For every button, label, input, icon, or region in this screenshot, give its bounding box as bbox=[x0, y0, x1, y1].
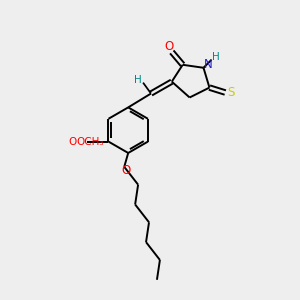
Text: O: O bbox=[122, 164, 131, 177]
Text: OCH₃: OCH₃ bbox=[77, 136, 104, 147]
Text: H: H bbox=[134, 75, 142, 85]
Text: S: S bbox=[228, 86, 235, 99]
Text: O: O bbox=[68, 136, 77, 147]
Text: O: O bbox=[164, 40, 173, 53]
Text: N: N bbox=[204, 58, 213, 71]
Text: H: H bbox=[212, 52, 219, 62]
